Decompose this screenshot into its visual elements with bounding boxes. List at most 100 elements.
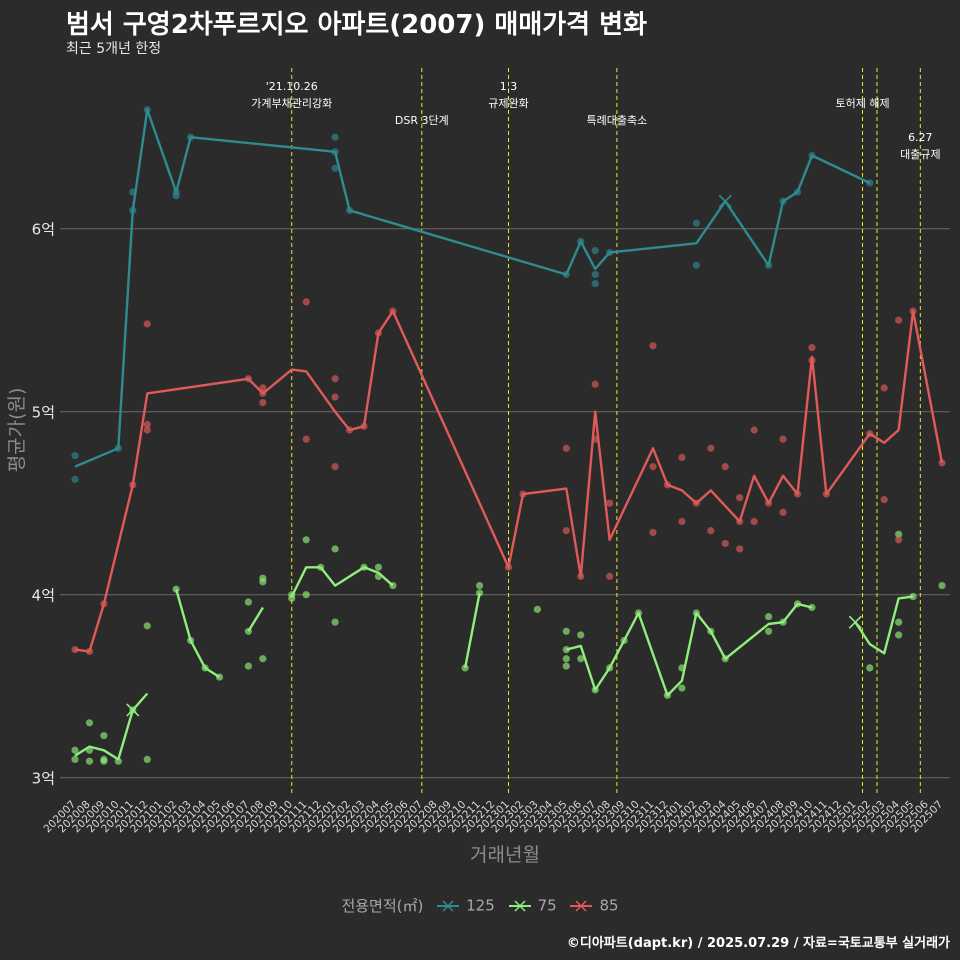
event-label: 규제완화 (488, 97, 528, 110)
point-75 (866, 664, 874, 672)
chart-title: 범서 구영2차푸르지오 아파트(2007) 매매가격 변화 (66, 10, 647, 40)
event-label: '21.10.26 (266, 80, 318, 93)
point-125 (591, 280, 599, 288)
point-75 (562, 627, 570, 635)
source-caption: ©디아파트(dapt.kr) / 2025.07.29 / 자료=국토교통부 실… (566, 936, 950, 951)
point-75 (895, 631, 903, 639)
point-85 (779, 508, 787, 516)
point-75 (938, 581, 946, 590)
legend-key-125 (437, 900, 460, 912)
line-75 (247, 606, 264, 632)
point-75 (331, 618, 339, 626)
point-75 (244, 598, 252, 606)
point-75 (331, 545, 339, 553)
point-75 (765, 613, 773, 621)
point-75 (85, 757, 94, 765)
point-75 (143, 622, 151, 630)
point-85 (302, 298, 310, 306)
line-85 (74, 309, 944, 653)
point-85 (259, 398, 267, 407)
point-75 (533, 605, 542, 613)
legend-label-125: 125 (466, 896, 495, 915)
point-75 (562, 662, 570, 670)
legend-key-85 (570, 900, 593, 912)
point-85 (143, 426, 151, 434)
point-75 (100, 757, 108, 765)
line-75 (290, 566, 394, 598)
chart-subtitle: 최근 5개년 한정 (66, 41, 162, 57)
event-label: 가계부채관리강화 (251, 97, 332, 110)
point-85 (606, 499, 614, 507)
point-85 (721, 463, 729, 471)
point-125 (71, 475, 79, 484)
point-75 (374, 563, 383, 571)
x-mark-75 (848, 615, 862, 629)
y-tick-label: 6억 (32, 221, 55, 239)
x-mark-75 (126, 703, 140, 717)
point-85 (649, 463, 657, 471)
legend-item-125: 125 (436, 896, 495, 915)
legend-label-75: 75 (537, 896, 557, 915)
line-75 (175, 588, 221, 679)
point-85 (606, 572, 614, 581)
point-85 (721, 539, 729, 548)
point-85 (808, 344, 816, 352)
event-label: 특례대출축소 (587, 114, 648, 127)
point-125 (692, 219, 700, 227)
legend-label-85: 85 (599, 896, 619, 915)
point-75 (288, 594, 296, 602)
point-75 (895, 530, 903, 538)
x-axis-title: 거래년월 (470, 844, 540, 866)
point-85 (895, 536, 903, 544)
point-125 (331, 164, 339, 172)
point-125 (71, 452, 79, 460)
point-75 (85, 719, 94, 727)
point-125 (331, 133, 339, 141)
point-85 (331, 463, 339, 471)
point-75 (100, 732, 108, 740)
y-tick-label: 3억 (32, 770, 55, 788)
point-125 (172, 192, 180, 200)
point-75 (476, 589, 484, 597)
point-125 (692, 261, 700, 269)
point-75 (895, 618, 903, 626)
point-85 (562, 444, 570, 452)
point-75 (476, 581, 484, 590)
point-85 (649, 528, 657, 537)
y-tick-label: 4억 (32, 587, 55, 605)
event-label: 토허제 해제 (835, 96, 889, 110)
y-tick-label: 5억 (32, 404, 55, 422)
point-75 (302, 591, 310, 599)
event-label: 대출규제 (900, 148, 940, 161)
point-75 (577, 655, 585, 663)
point-85 (707, 444, 715, 452)
point-125 (591, 270, 599, 279)
legend-key-75 (508, 900, 531, 912)
point-85 (678, 453, 686, 462)
x-mark-125 (718, 194, 732, 208)
point-85 (750, 426, 758, 434)
y-axis-title: 평균가(원) (6, 388, 28, 473)
point-85 (591, 380, 599, 388)
line-75 (463, 592, 481, 669)
line-75 (74, 692, 149, 761)
event-label: 1.3 (500, 80, 518, 93)
point-85 (707, 527, 715, 535)
point-75 (143, 755, 151, 764)
point-85 (331, 375, 339, 383)
point-75 (765, 627, 773, 635)
point-85 (143, 420, 151, 429)
point-85 (938, 459, 946, 467)
legend-item-85: 85 (569, 896, 619, 915)
point-75 (302, 536, 310, 544)
line-75 (854, 595, 914, 655)
point-75 (577, 631, 585, 639)
point-85 (880, 384, 888, 392)
legend-item-75: 75 (508, 896, 557, 915)
point-75 (562, 655, 570, 663)
line-125 (74, 108, 871, 468)
point-75 (678, 684, 686, 692)
point-85 (779, 435, 787, 443)
point-85 (143, 320, 151, 328)
point-85 (649, 342, 657, 350)
